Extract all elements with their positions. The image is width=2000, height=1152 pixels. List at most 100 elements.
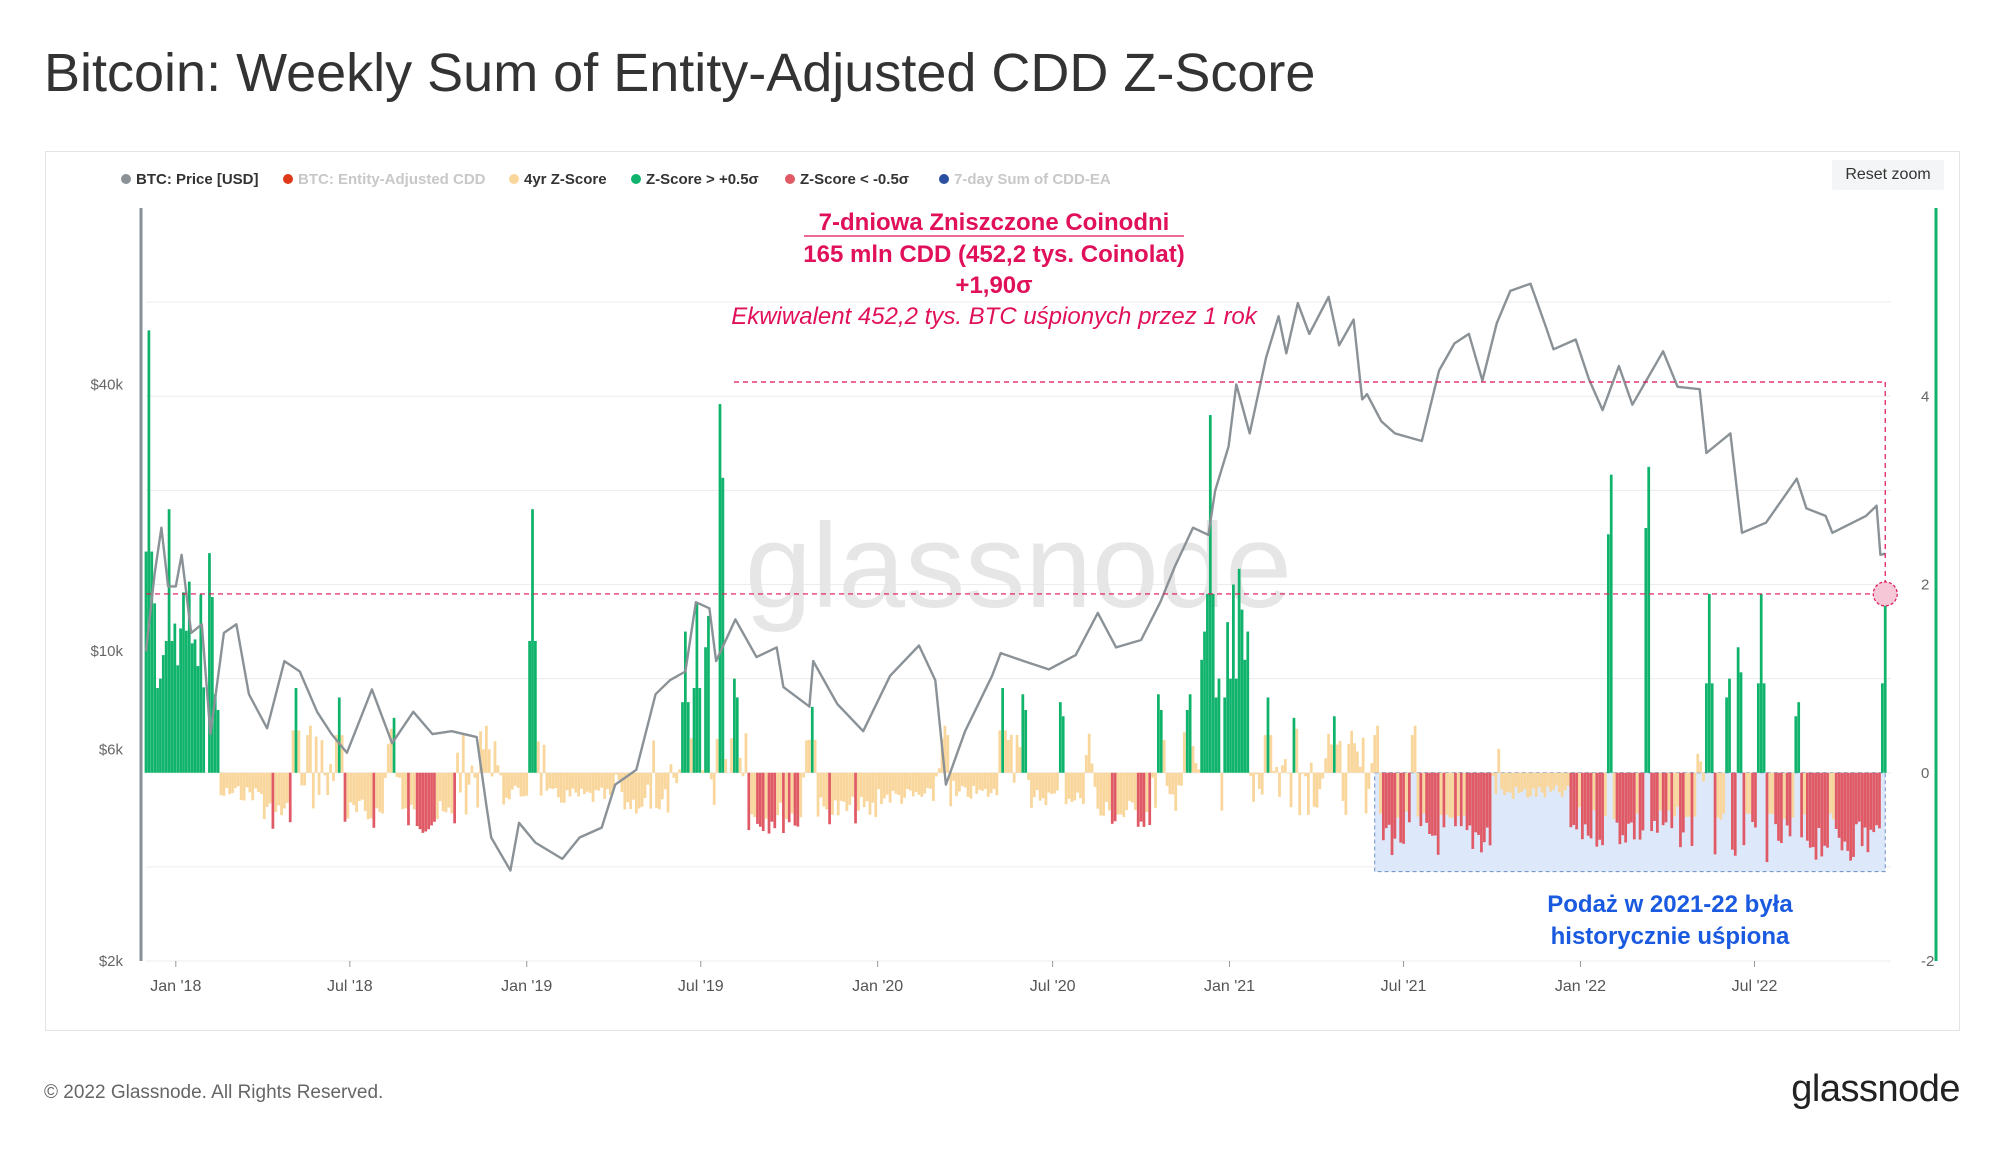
zscore-bar: [1327, 733, 1330, 773]
zscore-bar: [730, 738, 733, 773]
zscore-bar: [1206, 593, 1209, 773]
zscore-bar: [1664, 772, 1668, 823]
zscore-bar: [199, 594, 203, 773]
zscore-bar: [865, 772, 869, 802]
zscore-bar: [1240, 609, 1244, 773]
y-right-tick-label: 4: [1921, 388, 1929, 405]
zscore-bar: [519, 772, 523, 797]
zscore-bar: [1053, 772, 1056, 794]
zscore-bar: [1321, 772, 1325, 779]
zscore-bar: [300, 772, 304, 786]
zscore-bar: [816, 772, 820, 817]
zscore-bar: [441, 772, 445, 812]
zscore-bar: [490, 772, 494, 777]
zscore-bar: [366, 772, 370, 820]
legend-label[interactable]: 4yr Z-Score: [524, 171, 607, 188]
zscore-bar: [888, 772, 892, 803]
zscore-bar: [1667, 772, 1671, 811]
zscore-bar: [479, 731, 482, 773]
zscore-bar: [1194, 763, 1198, 773]
zscore-bar: [1370, 762, 1374, 773]
zscore-bar: [767, 772, 771, 834]
zscore-bar: [1523, 772, 1527, 789]
zscore-bar: [626, 772, 630, 803]
zscore-bar: [1638, 772, 1642, 840]
zscore-bar: [1119, 772, 1123, 815]
legend-marker[interactable]: [121, 174, 131, 184]
zscore-bar: [1488, 772, 1492, 846]
zscore-bar: [288, 772, 292, 823]
legend-marker[interactable]: [509, 174, 519, 184]
zscore-bar: [802, 772, 805, 778]
zscore-bar: [1759, 593, 1763, 773]
legend-label[interactable]: BTC: Entity-Adjusted CDD: [298, 171, 486, 188]
zscore-bar: [629, 772, 632, 810]
zscore-bar: [1168, 772, 1172, 795]
zscore-bar: [234, 772, 237, 789]
zscore-bar: [1572, 772, 1576, 825]
legend-marker[interactable]: [283, 174, 293, 184]
zscore-bar: [418, 772, 422, 830]
zscore-bar: [1808, 772, 1812, 848]
zscore-bar: [534, 640, 537, 773]
zscore-bar: [329, 764, 332, 773]
zscore-bar: [1004, 730, 1007, 773]
zscore-bar: [291, 730, 295, 773]
zscore-bar: [1419, 772, 1423, 827]
zscore-bar: [167, 509, 171, 773]
zscore-bar: [1035, 772, 1039, 791]
zscore-bar: [1255, 772, 1258, 775]
legend-marker[interactable]: [631, 174, 641, 184]
legend-marker[interactable]: [785, 174, 795, 184]
zscore-bar: [1733, 772, 1737, 856]
zscore-bar: [1266, 697, 1270, 773]
zscore-bar: [283, 772, 286, 809]
zscore-bar: [1307, 772, 1310, 815]
zscore-bar: [603, 772, 606, 799]
legend-marker[interactable]: [939, 174, 949, 184]
zscore-bar: [1621, 772, 1625, 836]
zscore-bar: [663, 772, 667, 790]
zscore-bar: [392, 717, 396, 773]
zscore-bar: [580, 772, 583, 789]
zscore-bar: [1381, 772, 1385, 841]
zscore-bar: [1837, 772, 1841, 838]
callout-marker: [1872, 581, 1898, 607]
y-right-tick-label: 0: [1921, 765, 1929, 782]
zscore-bar: [317, 772, 321, 795]
zscore-bar: [1739, 672, 1743, 773]
legend-label[interactable]: Z-Score > +0.5σ: [646, 171, 759, 188]
zscore-bar: [395, 772, 399, 777]
zscore-bar: [1687, 772, 1691, 817]
zscore-bar: [1679, 772, 1682, 848]
zscore-bar: [274, 772, 278, 813]
zscore-bar: [358, 772, 361, 801]
zscore-bar: [588, 772, 592, 793]
callout-line-4: Ekwiwalent 452,2 tys. BTC uśpionych prze…: [731, 303, 1259, 330]
zscore-bar: [150, 551, 154, 773]
zscore-bar: [1405, 772, 1408, 812]
zscore-bar: [182, 592, 185, 773]
legend-label[interactable]: BTC: Price [USD]: [136, 171, 259, 188]
zscore-bar: [404, 772, 407, 809]
zscore-bar: [721, 477, 725, 773]
legend-label[interactable]: 7-day Sum of CDD-EA: [954, 171, 1111, 188]
zscore-bar: [1151, 772, 1154, 778]
zscore-bar: [981, 772, 984, 791]
legend-label[interactable]: Z-Score < -0.5σ: [800, 171, 909, 188]
reset-zoom-button[interactable]: Reset zoom: [1832, 160, 1944, 190]
zscore-bar: [323, 772, 327, 776]
dormant-label-line-1: Podaż w 2021-22 była: [1547, 891, 1793, 918]
zscore-bar: [1534, 772, 1538, 797]
zscore-bar: [1592, 772, 1596, 811]
zscore-bar: [216, 710, 220, 773]
zscore-bar: [1843, 772, 1847, 842]
zscore-bar: [482, 749, 485, 773]
zscore-bar: [1803, 772, 1806, 815]
zscore-bar: [525, 772, 529, 796]
chart-canvas[interactable]: glassnode $2k $6k $10k $40k -2 0 2 4 Jan '18 Jul '…: [46, 152, 1961, 1032]
zscore-bar: [1480, 772, 1483, 853]
zscore-bar: [1393, 772, 1397, 839]
zscore-bar: [1748, 772, 1752, 814]
zscore-bar: [707, 615, 710, 773]
